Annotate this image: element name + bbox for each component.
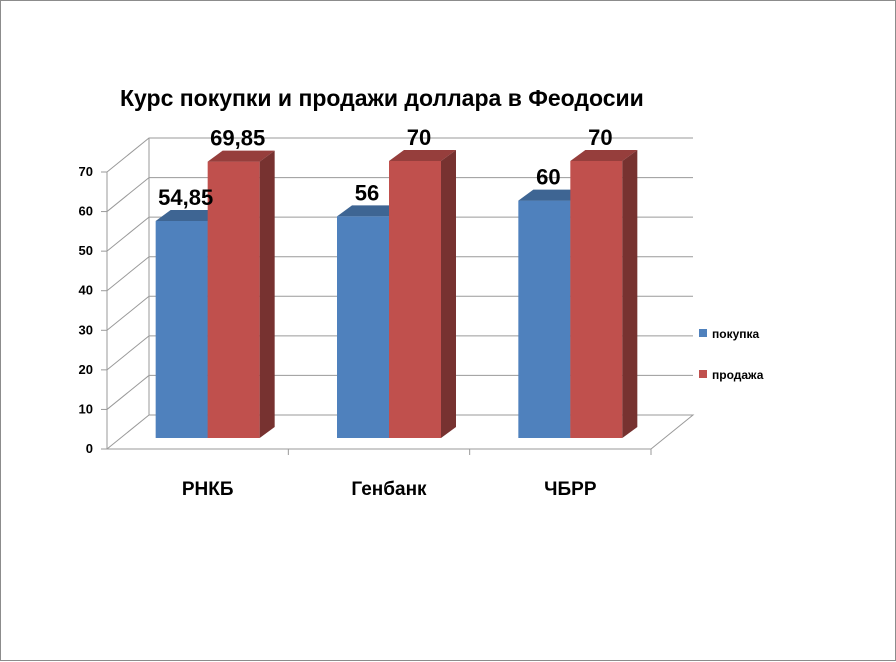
gridline [106, 295, 693, 331]
y-tick-label: 50 [79, 243, 93, 258]
bars [155, 150, 638, 438]
data-labels: 54,85 69,85 56 70 60 70 [158, 125, 612, 210]
bar-покупка-front [155, 220, 208, 438]
gridline [106, 256, 693, 292]
gridline [106, 335, 693, 371]
legend: покупка продажа [699, 327, 764, 382]
legend-swatch [699, 370, 707, 378]
bar-покупка-front [518, 200, 571, 438]
data-label: 56 [355, 180, 379, 205]
x-axis-ticks: РНКБ Генбанк ЧБРР [182, 479, 597, 500]
gridline [106, 177, 693, 212]
y-tick-label: 30 [79, 322, 93, 337]
y-tick-label: 60 [79, 204, 93, 219]
y-tick-label: 0 [86, 441, 93, 456]
bar-покупка-top [518, 189, 586, 201]
y-tick-label: 20 [79, 362, 93, 377]
y-tick-label: 10 [79, 401, 93, 416]
bar-продажа-top [389, 150, 456, 161]
y-tick-label: 40 [79, 283, 93, 298]
data-label: 60 [536, 165, 560, 190]
data-label: 70 [407, 125, 431, 150]
bar-продажа-side [622, 150, 638, 438]
legend-label: покупка [712, 327, 760, 341]
bar-продажа-top [570, 150, 638, 161]
chart-title: Курс покупки и продажи доллара в Феодоси… [120, 85, 644, 111]
data-label: 54,85 [158, 185, 213, 210]
x-tick-label: ЧБРР [544, 479, 597, 500]
y-tick-label: 70 [79, 164, 93, 179]
data-label: 69,85 [210, 126, 265, 151]
bar-продажа-side [441, 150, 456, 438]
legend-label: продажа [712, 368, 764, 382]
data-label: 70 [588, 125, 612, 150]
bar-продажа-front [570, 161, 623, 438]
bar-продажа-front [389, 161, 441, 438]
legend-swatch [699, 329, 707, 337]
x-tick-label: РНКБ [182, 479, 234, 500]
gridline [106, 216, 693, 252]
bar-продажа-front [207, 161, 260, 438]
bar-продажа-top [207, 150, 275, 162]
y-axis-ticks: 0 10 20 30 40 50 60 70 [79, 164, 93, 456]
bar-покупка-front [337, 216, 389, 438]
gridline [106, 137, 693, 173]
gridlines [101, 137, 693, 455]
bar-покупка-top [337, 205, 404, 217]
gridline [106, 374, 693, 410]
bar-продажа-side [259, 150, 275, 438]
x-tick-label: Генбанк [351, 479, 427, 500]
bar-покупка-top [155, 209, 223, 221]
